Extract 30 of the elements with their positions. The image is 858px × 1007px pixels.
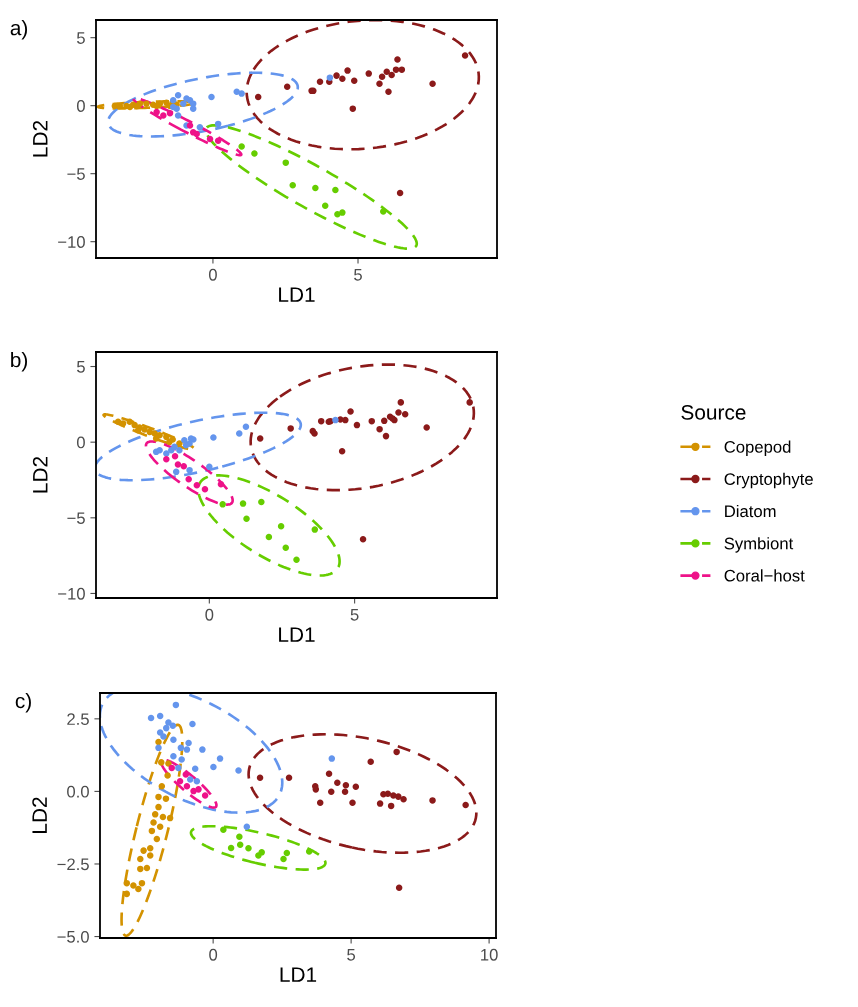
y-tick-label: −5	[67, 168, 85, 180]
y-tick-label: 0.0	[67, 785, 89, 798]
x-axis-title: LD1	[279, 287, 315, 302]
y-tick-label: −10	[58, 587, 85, 600]
x-axis-title: LD1	[280, 967, 317, 982]
chart-title: a)	[10, 20, 28, 40]
legend-label: Coral−host	[724, 569, 805, 582]
y-tick-label: 5	[76, 32, 85, 44]
x-axis-title: LD1	[279, 627, 315, 642]
x-tick-label: 5	[347, 949, 356, 961]
legend-label: Symbiont	[724, 537, 794, 553]
chart-title: b)	[11, 352, 28, 372]
legend-label: Cryptophyte	[724, 472, 813, 489]
legend-title: Source	[681, 405, 746, 420]
y-axis-title: LD2	[32, 797, 47, 833]
legend-label: Copepod	[724, 440, 791, 457]
y-tick-label: −2.5	[57, 858, 89, 871]
y-tick-label: 5	[76, 361, 85, 373]
y-tick-label: 2.5	[67, 713, 89, 726]
x-tick-label: 10	[481, 948, 498, 961]
y-axis-title: LD2	[32, 456, 48, 493]
y-tick-label: −10	[58, 236, 85, 248]
chart-title: c)	[15, 693, 31, 713]
y-tick-label: −5	[67, 512, 85, 525]
y-tick-label: −5.0	[57, 930, 89, 943]
legend-label: Diatom	[725, 504, 776, 518]
y-tick-label: 0	[76, 436, 85, 449]
y-axis-title: LD2	[32, 120, 48, 157]
x-tick-label: 0	[209, 948, 218, 961]
y-tick-label: 0	[76, 100, 85, 112]
